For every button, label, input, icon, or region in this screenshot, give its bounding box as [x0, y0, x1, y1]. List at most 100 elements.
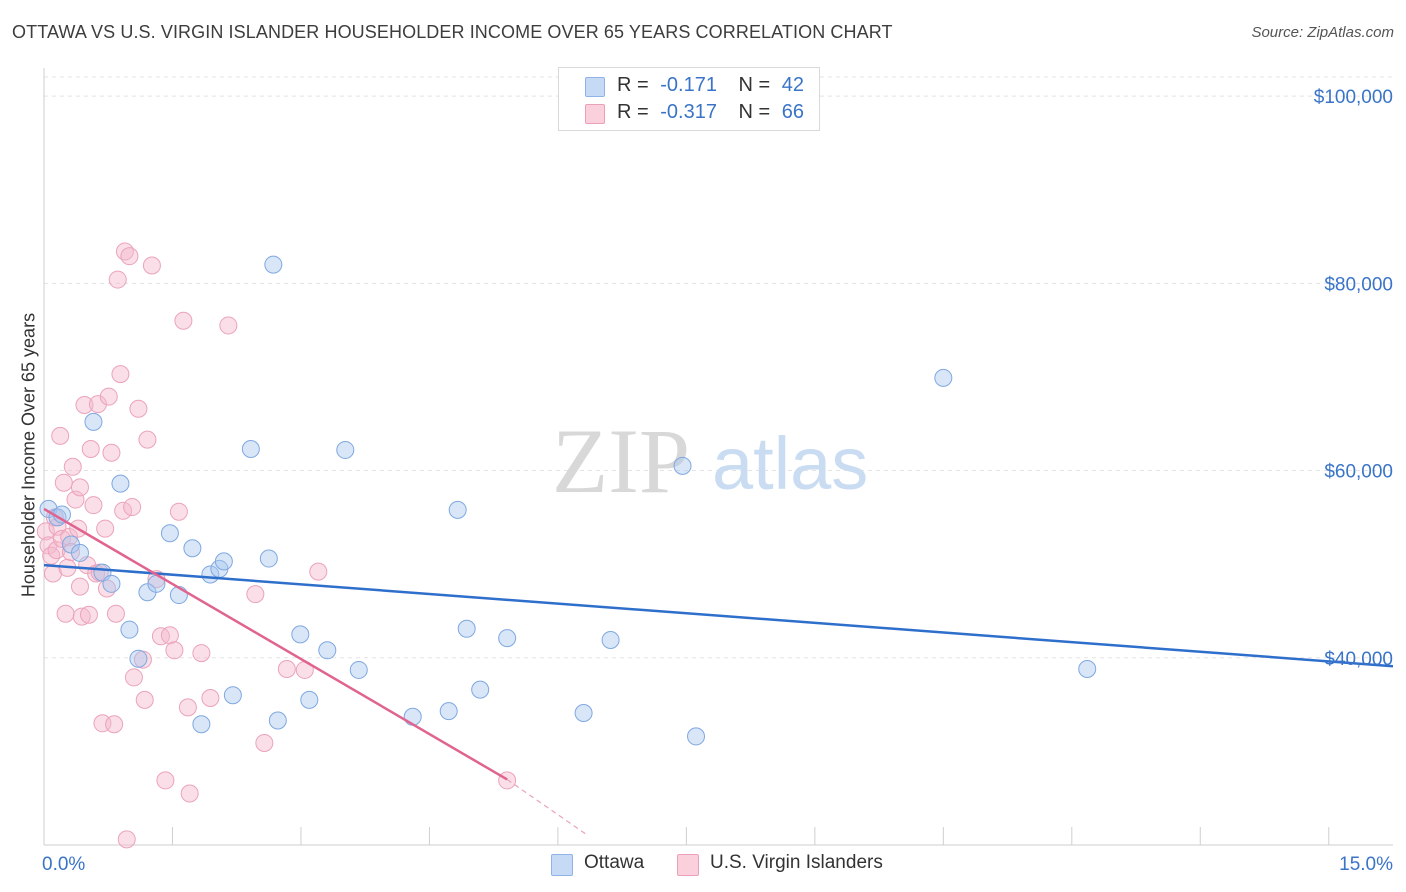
x-tick-label: 15.0% [1339, 854, 1393, 875]
virgin-islanders-point [255, 733, 274, 752]
legend-r-value: -0.171 [660, 74, 717, 96]
trend-lines [43, 507, 1394, 837]
virgin-islanders-point [51, 426, 70, 445]
ottawa-point [403, 707, 422, 726]
ottawa-point [259, 549, 278, 568]
virgin-islanders-point [201, 689, 220, 708]
ottawa-point [439, 702, 458, 721]
virgin-islanders-point [142, 256, 161, 275]
axes [43, 68, 1393, 846]
y-tick-label: $60,000 [1324, 462, 1393, 483]
virgin-islanders-point [498, 771, 517, 790]
x-tick-label: 0.0% [42, 854, 85, 875]
ottawa-point [448, 500, 467, 519]
ottawa-point [160, 524, 179, 543]
y-tick-label: $80,000 [1324, 274, 1393, 295]
watermark: ZIP atlas [552, 410, 868, 512]
ottawa-point [457, 619, 476, 638]
virgin-islanders-point [106, 604, 125, 623]
virgin-islanders-point [120, 247, 139, 266]
virgin-islanders-swatch [585, 104, 605, 124]
ottawa-swatch [551, 854, 573, 876]
virgin-islanders-point [72, 607, 91, 626]
ottawa-point [498, 629, 517, 648]
virgin-islanders-point [81, 440, 100, 459]
virgin-islanders-point [129, 399, 148, 418]
legend-r-label: R = [617, 101, 649, 123]
virgin-islanders-point [66, 490, 85, 509]
virgin-islanders-point [174, 311, 193, 330]
virgin-islanders-point [88, 395, 107, 414]
ottawa-point [349, 660, 368, 679]
virgin-islanders-point [156, 771, 175, 790]
virgin-islanders-point [84, 496, 103, 515]
virgin-islanders-point [70, 478, 89, 497]
legend-n-label: N = [738, 74, 771, 96]
ottawa-point [471, 680, 490, 699]
bottom-legend-label: Ottawa [584, 852, 645, 873]
gridlines [44, 76, 1393, 659]
virgin-islanders-point [36, 522, 55, 541]
ottawa-point [1078, 660, 1097, 679]
ottawa-point [291, 625, 310, 644]
ottawa-point [120, 620, 139, 639]
watermark-atlas: atlas [712, 422, 868, 505]
virgin-islanders-point [178, 698, 197, 717]
ottawa-point [84, 412, 103, 431]
virgin-islanders-point [111, 365, 130, 384]
ottawa-point [102, 574, 121, 593]
virgin-islanders-point [99, 387, 118, 406]
y-tick-label: $100,000 [1314, 87, 1393, 108]
virgin-islanders-point [117, 830, 136, 849]
watermark-zip: ZIP [552, 410, 690, 512]
virgin-islanders-point [165, 641, 184, 660]
y-tick-labels: $40,000 $60,000 $80,000 $100,000 [1314, 87, 1393, 670]
ottawa-point [934, 368, 953, 387]
virgin-islanders-point [246, 585, 265, 604]
virgin-islanders-trend-extension [506, 778, 589, 837]
ottawa-point [268, 711, 287, 730]
legend-n-label: N = [738, 101, 771, 123]
ottawa-point [336, 440, 355, 459]
virgin-islanders-point [75, 396, 94, 415]
ottawa-point [111, 474, 130, 493]
virgin-islanders-point [108, 270, 127, 289]
virgin-islanders-points [36, 242, 517, 849]
virgin-islanders-point [123, 498, 142, 517]
virgin-islanders-point [277, 660, 296, 679]
chart-source: Source: ZipAtlas.com [1251, 24, 1394, 41]
legend-n-value: 66 [781, 101, 805, 123]
ottawa-point [687, 727, 706, 746]
virgin-islanders-point [96, 519, 115, 538]
legend-r-label: R = [617, 74, 649, 96]
virgin-islanders-point [42, 546, 61, 565]
virgin-islanders-trend-line [43, 507, 508, 781]
legend-r-value: -0.317 [660, 101, 717, 123]
x-tick-labels: 0.0% 15.0% [42, 854, 1393, 875]
virgin-islanders-point [56, 604, 75, 623]
virgin-islanders-point [54, 473, 73, 492]
ottawa-point [241, 440, 260, 459]
virgin-islanders-point [114, 501, 133, 520]
ottawa-point [223, 686, 242, 705]
correlation-legend: R = -0.171 N = 42 R = -0.317 N = 66 [558, 67, 820, 131]
ottawa-swatch [585, 77, 605, 97]
virgin-islanders-point [151, 627, 170, 646]
bottom-legend-label: U.S. Virgin Islanders [710, 852, 883, 873]
virgin-islanders-point [219, 316, 238, 335]
virgin-islanders-point [102, 443, 121, 462]
legend-n-value: 42 [781, 74, 805, 96]
ottawa-point [673, 456, 692, 475]
virgin-islanders-point [70, 577, 89, 596]
virgin-islanders-point [138, 430, 157, 449]
virgin-islanders-point [309, 562, 328, 581]
y-tick-label: $40,000 [1324, 649, 1393, 670]
ottawa-point [601, 630, 620, 649]
ottawa-point [318, 641, 337, 660]
ottawa-point [192, 715, 211, 734]
ottawa-point [70, 543, 89, 562]
virgin-islanders-point [169, 502, 188, 521]
ottawa-point [129, 649, 148, 668]
ottawa-trend-line [43, 563, 1394, 668]
